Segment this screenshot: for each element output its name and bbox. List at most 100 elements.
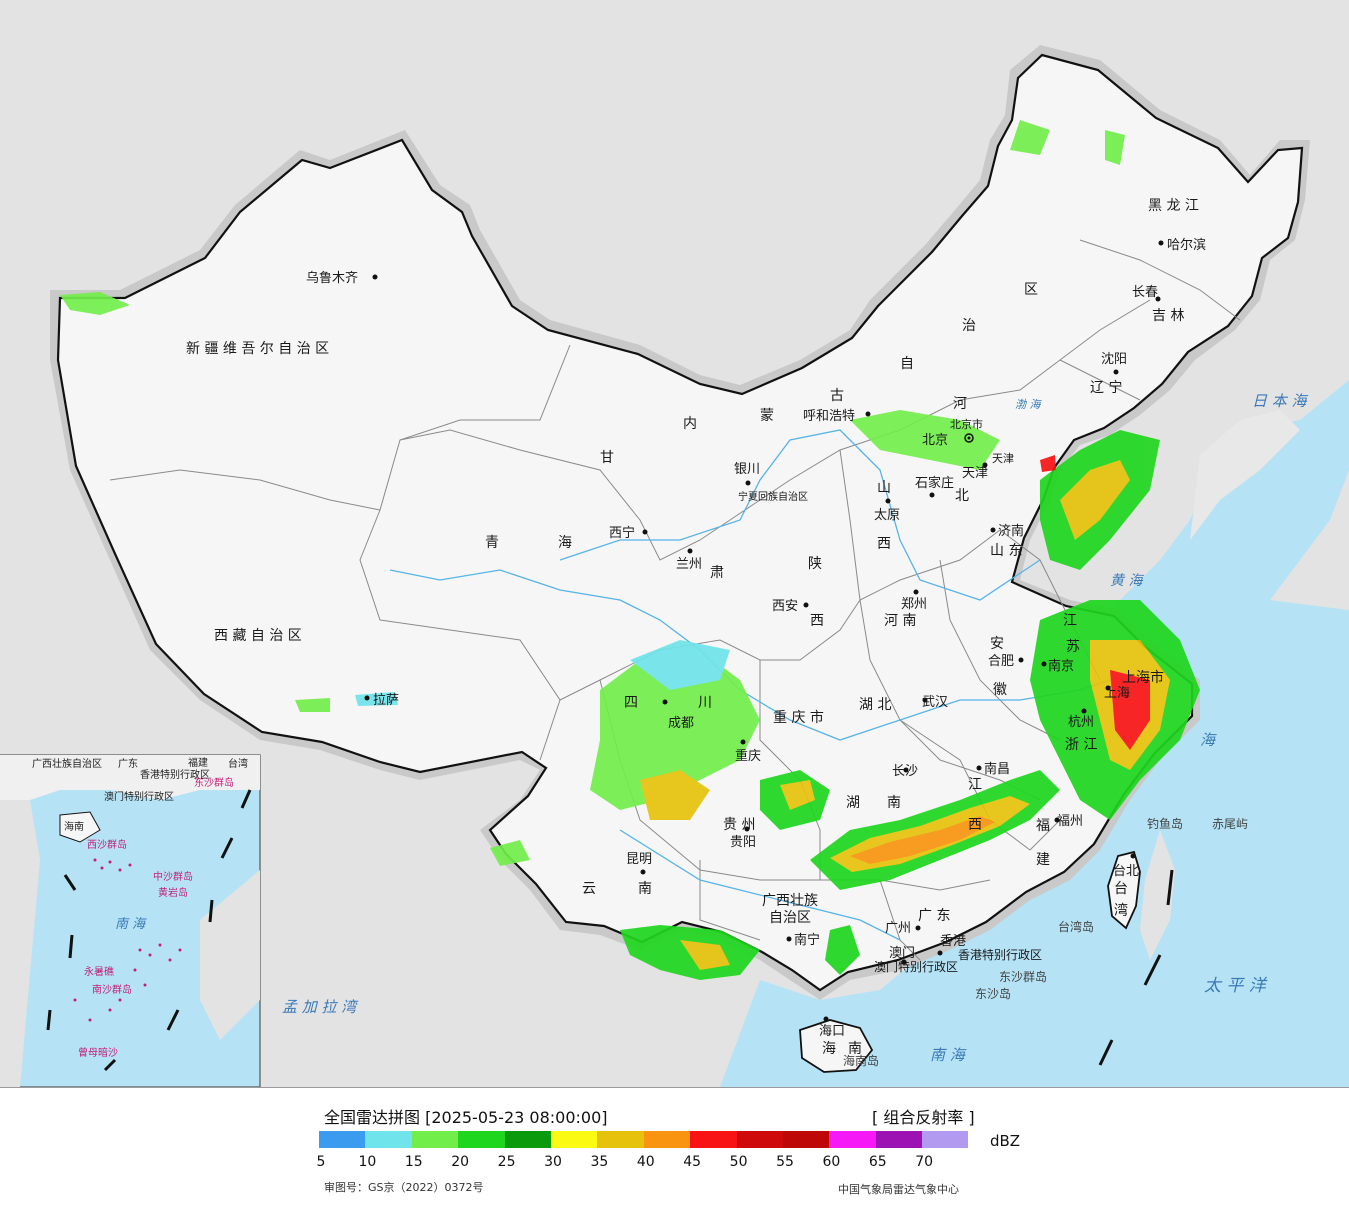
label-shanxi-1: 山 (877, 480, 891, 496)
echo-xinjiang-green (60, 292, 130, 315)
label-shaanxi-2: 西 (810, 613, 824, 629)
label-shanxi-2: 西 (877, 536, 891, 552)
label-neimenggu-5: 治 (962, 318, 976, 334)
label-hebei-1: 河 (953, 396, 967, 412)
label-anhui-2: 徽 (993, 682, 1007, 698)
city-nanchang: 南昌 (984, 761, 1010, 777)
label-gansu-1: 甘 (600, 450, 614, 466)
label-neimenggu-4: 自 (900, 356, 914, 372)
city-changchun: 长春 (1132, 285, 1158, 300)
city-shanghai: 上海 (1104, 686, 1130, 701)
island-chiwei: 赤尾屿 (1212, 817, 1248, 831)
echo-yunnan-yellow (680, 940, 730, 970)
echo-tibet-green (295, 698, 330, 712)
legend-swatch (643, 1131, 691, 1148)
city-taiyuan: 太原 (874, 508, 900, 523)
label-fujian-2: 建 (1036, 852, 1050, 868)
label-hainan-1: 海 (822, 1041, 836, 1057)
label-neimenggu-6: 区 (1024, 282, 1038, 298)
legend-swatch (319, 1131, 366, 1148)
inset-map (0, 754, 261, 1087)
legend-tick-label: 30 (544, 1154, 562, 1170)
label-hainan-2: 南 (848, 1041, 862, 1057)
legend-tick-label: 40 (636, 1154, 655, 1170)
label-tianjin-city: 天津 (992, 452, 1014, 465)
label-sichuan-1: 四 (624, 695, 638, 711)
legend-swatch (365, 1131, 412, 1148)
legend-tick-label: 70 (915, 1154, 934, 1170)
legend-tick-label: 5 (316, 1154, 326, 1170)
legend-tick-label: 45 (683, 1154, 702, 1170)
inset-hainan: 海南 (64, 820, 84, 833)
label-hongkong-sar: 香港特别行政区 (958, 947, 1042, 962)
legend: 全国雷达拼图 [2025-05-23 08:00:00] [ 组合反射率 ] d… (0, 1088, 1349, 1208)
inset-guangxi: 广西壮族自治区 (32, 757, 102, 770)
label-hebei-2: 北 (955, 488, 969, 504)
label-yunnan-2: 南 (638, 881, 652, 897)
city-changsha: 长沙 (892, 764, 918, 779)
label-jiangsu-1: 江 (1063, 613, 1077, 629)
city-yinchuan: 银川 (734, 462, 760, 477)
label-guizhou: 贵 州 (723, 817, 755, 833)
label-jiangsu-2: 苏 (1066, 639, 1080, 655)
hainan-island-shape (799, 1019, 874, 1073)
echo-bohai-red (1040, 455, 1056, 472)
legend-color-bar (319, 1131, 969, 1148)
city-macau: 澳门 (889, 945, 915, 961)
label-gansu-2: 肃 (710, 565, 724, 581)
city-hefei: 合肥 (988, 654, 1014, 669)
inset-dongsha: 东沙群岛 (194, 776, 234, 789)
japan-land (1270, 470, 1349, 610)
label-beijing-city: 北京市 (950, 417, 983, 431)
inset-fujian: 福建 (188, 756, 208, 769)
legend-swatch (504, 1131, 551, 1148)
label-chongqing: 重 庆 市 (773, 709, 824, 726)
label-zhejiang: 浙 江 (1065, 737, 1097, 753)
sea-pacific: 太 平 洋 (1204, 976, 1268, 996)
legend-swatch (458, 1131, 505, 1148)
radar-echoes (60, 120, 1200, 980)
echo-lhasa-cyan (355, 692, 398, 706)
inset-guangdong: 广东 (118, 757, 138, 770)
legend-tick-label: 50 (729, 1154, 748, 1170)
echo-north-green (850, 410, 1000, 470)
echo-hunan-yellow (780, 780, 815, 810)
inset-xisha: 西沙群岛 (87, 838, 127, 851)
island-hainan: 海南岛 (843, 1053, 879, 1068)
sea-south: 南 海 (930, 1046, 967, 1064)
echo-heilongjiang-green-2 (1105, 130, 1125, 165)
inset-island-dots (73, 858, 182, 1022)
city-nanjing: 南京 (1048, 658, 1074, 674)
city-jinan: 济南 (998, 523, 1024, 539)
legend-tick-label: 25 (497, 1154, 516, 1170)
label-fujian-1: 福 (1036, 818, 1050, 834)
label-shaanxi-1: 陕 (808, 556, 822, 572)
city-fuzhou: 福州 (1057, 814, 1083, 829)
echo-yunnan-west-green (490, 840, 530, 866)
island-dongsha: 东沙岛 (975, 986, 1011, 1001)
legend-tick-label: 10 (358, 1154, 377, 1170)
city-hongkong: 香港 (940, 934, 966, 949)
city-guangzhou: 广州 (885, 921, 911, 936)
city-nanning: 南宁 (794, 932, 820, 948)
sea-bay-bengal: 孟 加 拉 湾 (282, 998, 359, 1016)
city-lanzhou: 兰州 (676, 557, 702, 572)
legend-swatch (690, 1131, 737, 1148)
city-chengdu: 成都 (668, 716, 694, 731)
legend-swatch (411, 1131, 459, 1148)
city-shijiazhuang: 石家庄 (915, 475, 954, 491)
legend-swatch (782, 1131, 830, 1148)
label-jiangxi-2: 西 (968, 817, 982, 833)
island-taiwan: 台湾岛 (1058, 919, 1094, 934)
label-yunnan-1: 云 (582, 881, 596, 897)
legend-tick-label: 15 (404, 1154, 423, 1170)
city-harbin: 哈尔滨 (1167, 237, 1206, 253)
label-xinjiang: 新 疆 维 吾 尔 自 治 区 (186, 341, 329, 357)
label-hubei: 湖 北 (859, 697, 891, 713)
legend-source: 中国气象局雷达气象中心 (838, 1183, 959, 1196)
legend-review-number: 审图号：GS京（2022）0372号 (324, 1181, 484, 1194)
echo-guangxi-green (825, 925, 860, 975)
inset-huangyan: 黄岩岛 (158, 886, 188, 899)
label-neimenggu-2: 蒙 (760, 408, 774, 424)
echo-east-red (1110, 670, 1150, 750)
